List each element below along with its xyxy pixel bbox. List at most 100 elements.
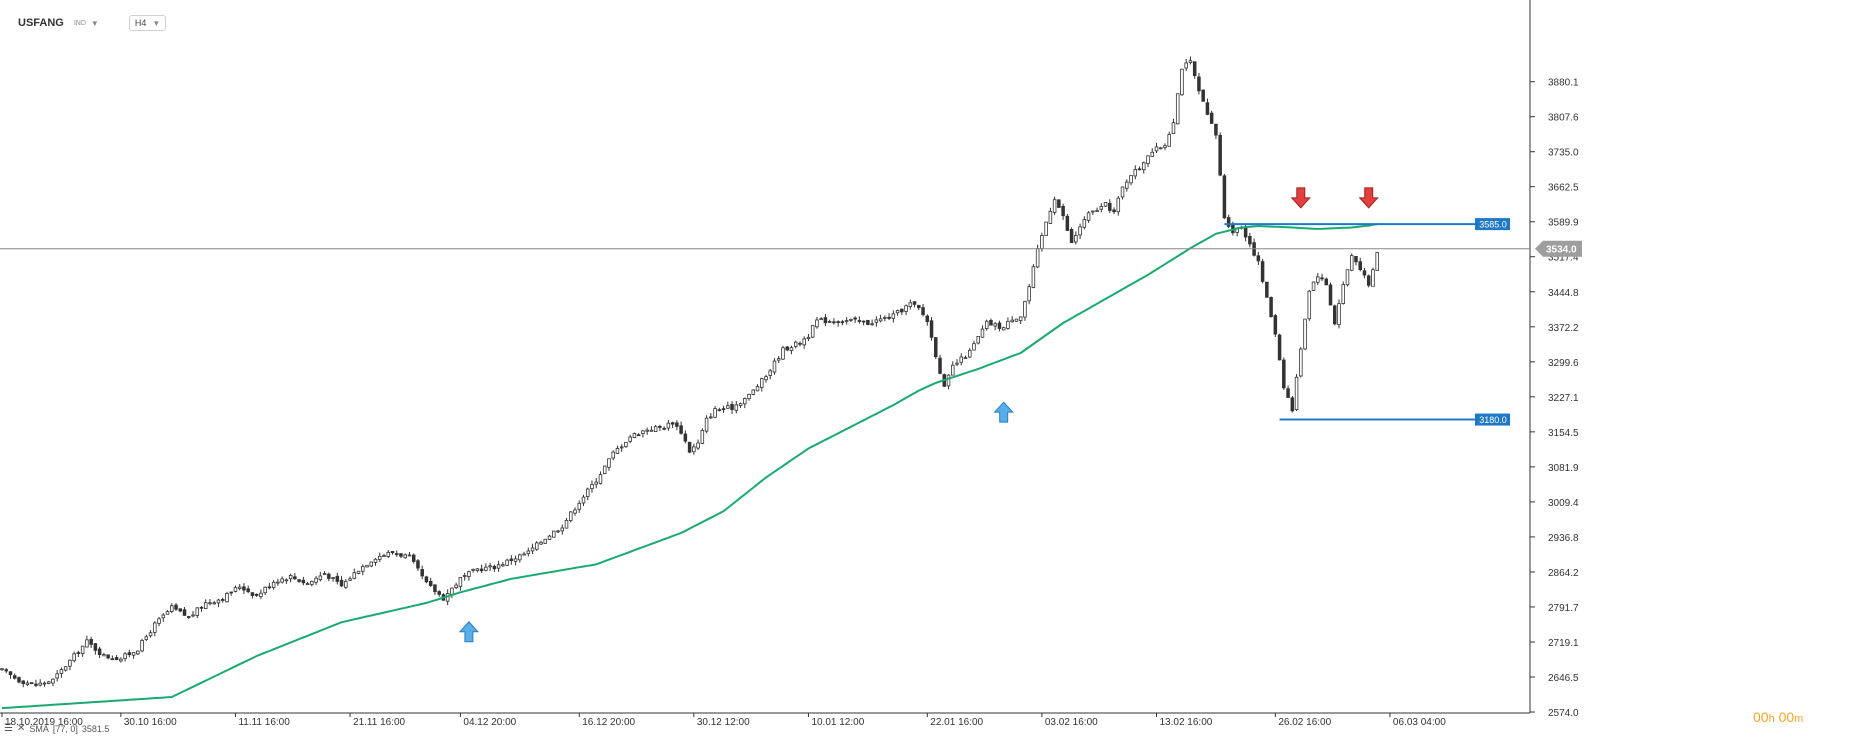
candle [513, 558, 518, 562]
x-tick-label: 06.03 04:00 [1393, 717, 1446, 728]
y-tick-label: 3589.9 [1548, 218, 1579, 229]
candle [348, 578, 352, 581]
candle [42, 682, 47, 685]
candle [225, 593, 229, 603]
candle [980, 328, 985, 338]
candle [594, 481, 598, 485]
x-axis[interactable]: 18.10.2019 16:00 30.10 16:00 11.11 16:00 21… [1, 713, 1446, 728]
candle [1201, 89, 1205, 102]
candle [1023, 301, 1027, 318]
candle [1103, 202, 1108, 207]
y-tick-label: 3299.6 [1548, 358, 1579, 369]
candle [1286, 388, 1290, 398]
candle [564, 519, 569, 529]
candle [1018, 316, 1023, 321]
candle [900, 308, 904, 313]
candle [386, 551, 391, 557]
candle [505, 559, 509, 566]
symbol-dropdown-icon[interactable]: ▼ [90, 18, 99, 28]
candle [815, 319, 819, 328]
y-tick-label: 3227.1 [1548, 393, 1579, 404]
close-icon[interactable]: ✕ [16, 723, 26, 734]
candle [615, 448, 620, 454]
candle [666, 422, 671, 429]
candle [25, 682, 30, 685]
candle [216, 599, 221, 604]
candle [246, 588, 250, 593]
candle [772, 360, 777, 373]
levels-layer[interactable]: 3585.0 3180.0 [0, 218, 1530, 426]
candle [1311, 281, 1316, 291]
candle [734, 404, 739, 411]
candle [144, 636, 149, 640]
candle [242, 586, 246, 591]
candle [1006, 321, 1010, 329]
candle [72, 653, 76, 662]
candle [1371, 269, 1375, 287]
level-price-label: 3585.0 [1479, 220, 1507, 230]
candle [704, 417, 709, 432]
candle [1209, 112, 1214, 124]
candle [904, 305, 908, 312]
y-tick-label: 2864.2 [1548, 568, 1579, 579]
candle [950, 364, 955, 376]
x-tick-label: 30.12 12:00 [697, 717, 750, 728]
candle [636, 434, 641, 437]
candle [878, 318, 883, 322]
candle [1218, 134, 1222, 176]
x-tick-label: 11.11 16:00 [238, 717, 290, 728]
sell-arrow-icon [1358, 187, 1379, 209]
x-tick-label: 26.02 16:00 [1278, 717, 1331, 728]
candle [38, 682, 42, 686]
candle [539, 541, 543, 545]
candle [764, 376, 768, 381]
candle [556, 530, 560, 533]
candle [861, 320, 866, 323]
candle [675, 422, 679, 427]
candle [883, 316, 887, 319]
y-axis[interactable]: 3880.1 3807.6 3735.0 3662.5 3589.9 3517.4 3444… [1530, 78, 1582, 719]
timeframe-select[interactable]: H4 ▼ [128, 15, 167, 31]
candle [552, 530, 556, 538]
candle [849, 318, 853, 321]
candle [683, 433, 688, 442]
candle [46, 681, 51, 684]
candle [543, 538, 548, 544]
candle [123, 653, 127, 659]
candle [55, 673, 59, 679]
candle [428, 580, 433, 586]
candle [581, 496, 586, 504]
candle [1337, 303, 1341, 325]
candle [776, 358, 781, 361]
candle [1362, 270, 1367, 276]
candle [836, 321, 840, 324]
candle [263, 586, 267, 594]
candle [585, 488, 590, 498]
candle [670, 422, 675, 425]
indicator-value: 3581.5 [81, 723, 110, 734]
candle [785, 346, 789, 351]
candle [509, 558, 514, 562]
candle [887, 316, 891, 319]
y-tick-label: 3081.9 [1548, 463, 1579, 474]
candle [195, 607, 200, 616]
candle [1154, 146, 1159, 152]
settings-icon[interactable]: ☰ [4, 723, 13, 734]
candle [1175, 93, 1180, 125]
candle [106, 654, 110, 659]
candle [0, 668, 4, 671]
candle [254, 593, 259, 596]
candle [1358, 261, 1362, 271]
candle [624, 441, 628, 448]
candle [407, 554, 412, 557]
candle [955, 362, 959, 365]
candle [1014, 318, 1019, 322]
candle [912, 301, 917, 305]
symbol-label[interactable]: USFANG [18, 17, 64, 29]
candle [356, 570, 361, 574]
buy-arrow-icon [993, 401, 1014, 423]
level-price-label: 3180.0 [1479, 415, 1507, 425]
candle [1171, 122, 1176, 134]
candle [51, 678, 55, 684]
